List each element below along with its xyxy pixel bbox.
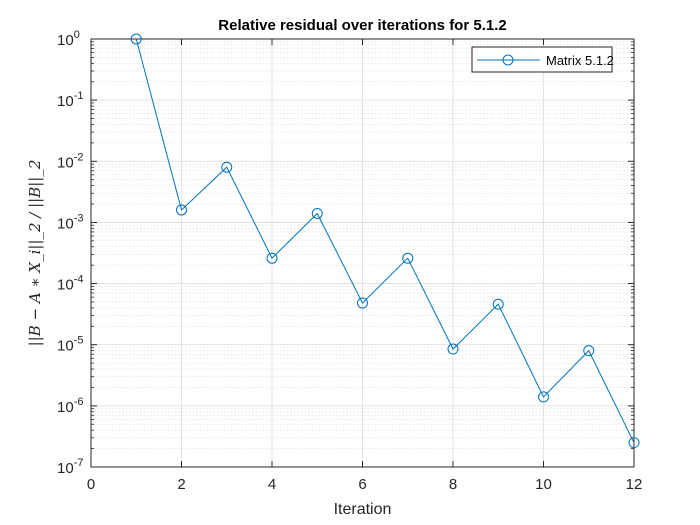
y-tick-label: 10-3 xyxy=(57,212,83,232)
x-tick-label: 0 xyxy=(87,476,95,493)
data-point-marker xyxy=(266,252,278,264)
x-tick-labels: 0 2 4 6 8 10 12 xyxy=(87,476,643,493)
data-point-marker xyxy=(221,161,233,173)
legend-marker-sample xyxy=(502,54,514,66)
y-tick-label: 10-7 xyxy=(57,457,83,477)
y-tick-label: 10-5 xyxy=(57,335,83,355)
series-line xyxy=(135,38,635,443)
data-point-marker xyxy=(628,437,640,449)
x-tick-label: 2 xyxy=(177,476,185,493)
y-tick-label: 10-2 xyxy=(57,151,83,171)
legend: Matrix 5.1.2 xyxy=(471,46,614,73)
data-point-marker xyxy=(447,343,459,355)
x-tick-label: 6 xyxy=(358,476,366,493)
chart-title: Relative residual over iterations for 5.… xyxy=(218,17,506,34)
data-point-marker xyxy=(357,297,368,309)
data-point-marker xyxy=(583,345,595,357)
data-point-marker xyxy=(176,204,187,216)
axis-ticks xyxy=(90,38,635,468)
series-layer xyxy=(130,33,640,449)
data-point-marker xyxy=(311,207,323,219)
x-tick-label: 12 xyxy=(626,476,643,493)
y-tick-label: 10-6 xyxy=(57,396,83,416)
data-point-marker xyxy=(538,391,549,403)
y-tick-labels: 10-7 10-6 10-5 10-4 10-3 10-2 10-1 100 xyxy=(57,29,83,477)
data-point-marker xyxy=(130,33,142,45)
y-tick-label: 100 xyxy=(57,29,80,49)
y-axis-label: ||B − A ∗ X_i||_2 / ||B||_2 xyxy=(26,160,44,347)
x-axis-label: Iteration xyxy=(334,501,392,518)
legend-entry-label: Matrix 5.1.2 xyxy=(546,53,614,68)
data-point-marker xyxy=(402,252,414,264)
y-tick-label: 10-1 xyxy=(57,90,83,110)
x-tick-label: 10 xyxy=(535,476,552,493)
x-tick-label: 8 xyxy=(449,476,457,493)
data-point-marker xyxy=(492,298,504,310)
x-tick-label: 4 xyxy=(268,476,276,493)
y-tick-label: 10-4 xyxy=(57,274,83,294)
